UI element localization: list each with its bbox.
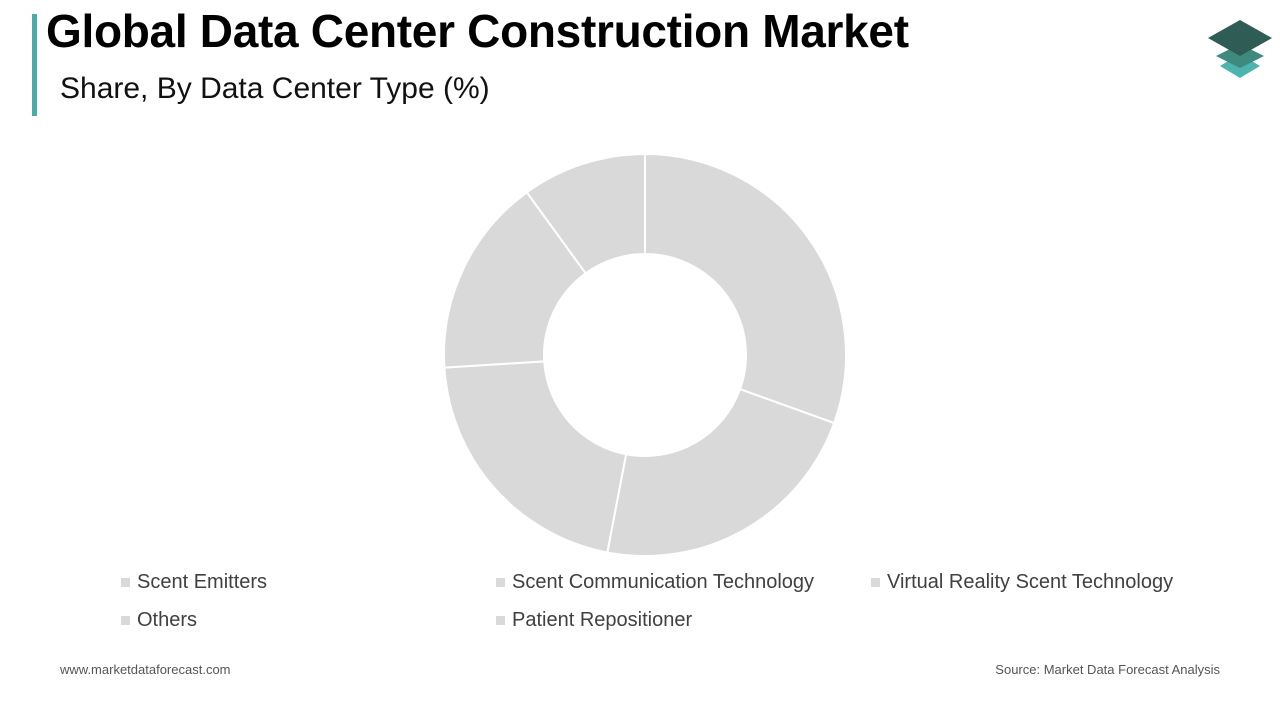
legend-swatch <box>121 615 130 625</box>
legend-swatch <box>496 577 505 587</box>
chart-title: Global Data Center Construction Market <box>46 5 909 57</box>
legend-item: Others <box>121 608 197 632</box>
legend-item: Scent Communication Technology <box>496 570 814 594</box>
legend-label: Patient Repositioner <box>512 608 693 631</box>
source-note: Source: Market Data Forecast Analysis <box>995 662 1220 677</box>
chart-subtitle: Share, By Data Center Type (%) <box>60 72 490 105</box>
legend-label: Scent Communication Technology <box>512 570 815 593</box>
legend-label: Others <box>137 608 198 631</box>
logo-layer-top <box>1208 20 1272 56</box>
legend-item: Virtual Reality Scent Technology <box>871 570 1173 594</box>
legend-item: Patient Repositioner <box>496 608 692 632</box>
legend-swatch <box>496 615 505 625</box>
title-accent-bar <box>32 14 37 116</box>
logo-icon <box>1208 20 1272 78</box>
legend-label: Scent Emitters <box>137 570 268 593</box>
website-url: www.marketdataforecast.com <box>60 662 231 677</box>
legend-swatch <box>121 577 130 587</box>
legend-label: Virtual Reality Scent Technology <box>887 570 1174 593</box>
legend-swatch <box>871 577 880 587</box>
legend-item: Scent Emitters <box>121 570 267 594</box>
